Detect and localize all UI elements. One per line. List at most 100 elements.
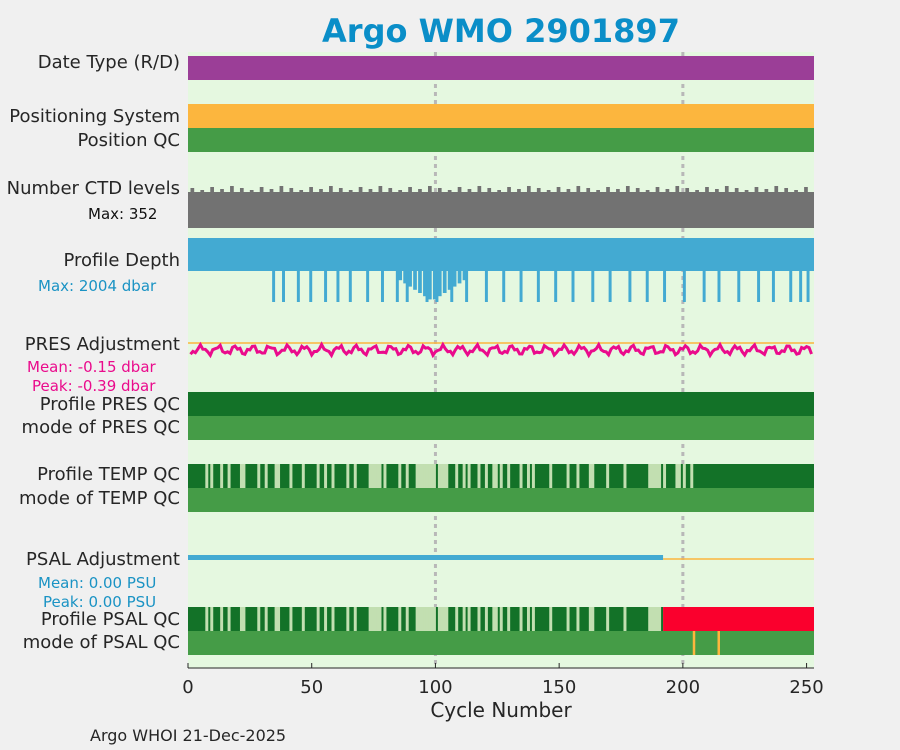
- temp-qc-probable-mark: [455, 464, 459, 488]
- profile-depth-dip: [395, 271, 399, 302]
- temp-qc-probable-mark: [316, 464, 320, 488]
- psal-qc-probable-mark: [383, 607, 387, 631]
- profile-depth-dip: [432, 271, 437, 300]
- ctd-levels-spike: [259, 187, 264, 192]
- ctd-levels-spike: [526, 186, 531, 192]
- x-tick-label: 250: [789, 677, 823, 698]
- ctd-levels-spike: [507, 187, 511, 192]
- row-label-positioning-system: Positioning System: [9, 106, 180, 127]
- psal-qc-probable-mark: [220, 607, 224, 631]
- ctd-levels-spike: [487, 188, 492, 192]
- profile-depth-dip: [425, 271, 429, 302]
- ctd-levels-spike: [794, 190, 798, 192]
- ctd-levels-spike: [457, 187, 462, 192]
- psal-qc-probable-mark: [398, 607, 402, 631]
- profile-depth-dip: [452, 271, 457, 287]
- psal-qc-probable-mark: [425, 607, 429, 631]
- psal-adjustment-mean-text: Mean: 0.00 PSU: [38, 574, 157, 592]
- ctd-levels-spike: [724, 186, 729, 192]
- ctd-levels-spike: [269, 189, 274, 192]
- pres-adjustment-line: [189, 341, 813, 359]
- psal-qc-probable-mark: [588, 607, 592, 631]
- ctd-levels-spike: [596, 190, 600, 192]
- psal-qc-probable-mark: [373, 607, 377, 631]
- ctd-levels-spike: [734, 188, 739, 192]
- temp-qc-probable-mark: [675, 464, 679, 488]
- temp-qc-probable-mark: [289, 464, 293, 488]
- psal-qc-probable-mark: [289, 607, 293, 631]
- temp-qc-probable-mark: [425, 464, 429, 488]
- temp-qc-probable-mark: [494, 464, 498, 488]
- profile-depth-dip: [591, 271, 595, 302]
- profile-depth-dip: [571, 271, 575, 302]
- ctd-levels-spike: [497, 190, 501, 192]
- psal-qc-probable-mark: [437, 607, 441, 631]
- psal-qc-probable-mark: [519, 607, 523, 631]
- psal-qc-probable-mark: [368, 607, 372, 631]
- ctd-levels-spike: [635, 188, 640, 192]
- ctd-levels-spike: [338, 188, 343, 192]
- psal-qc-probable-mark: [331, 607, 335, 631]
- psal-qc-probable-mark: [566, 607, 570, 631]
- x-tick-label: 0: [182, 677, 193, 698]
- ctd-levels-spike: [556, 187, 561, 192]
- psal-qc-probable-mark: [274, 607, 278, 631]
- ctd-levels-spike: [319, 189, 323, 192]
- profile-depth-dip: [465, 271, 469, 302]
- psal-qc-probable-mark: [484, 607, 488, 631]
- temp-qc-probable-mark: [301, 464, 305, 488]
- psal-qc-probable-mark: [653, 607, 657, 631]
- profile-depth-dip: [272, 271, 276, 302]
- profile-depth-dip: [519, 271, 523, 302]
- temp-qc-probable-mark: [242, 464, 246, 488]
- profile-depth-dip: [408, 271, 412, 287]
- ctd-levels-spike: [804, 187, 808, 192]
- profile-depth-dip: [536, 271, 540, 302]
- ctd-levels-spike: [239, 188, 244, 192]
- mode-psal-qc-bar: [188, 631, 814, 655]
- temp-qc-probable-mark: [227, 464, 231, 488]
- temp-qc-probable-mark: [467, 464, 471, 488]
- psal-qc-probable-mark: [420, 607, 424, 631]
- temp-qc-probable-mark: [682, 464, 686, 488]
- psal-qc-probable-mark: [492, 607, 496, 631]
- psal-qc-probable-mark: [316, 607, 320, 631]
- profile-depth-dip: [423, 271, 427, 297]
- ctd-levels-spike: [220, 189, 224, 192]
- ctd-levels-spike: [388, 188, 393, 192]
- psal-qc-probable-mark: [526, 607, 530, 631]
- positioning-system-bar: [188, 104, 814, 128]
- x-axis-label: Cycle Number: [430, 698, 572, 722]
- temp-qc-probable-mark: [484, 464, 488, 488]
- temp-qc-probable-mark: [418, 464, 422, 488]
- profile-depth-dip: [645, 271, 649, 302]
- profile-depth-dip: [296, 271, 300, 302]
- profile-depth-dip: [702, 271, 706, 302]
- psal-qc-probable-mark: [415, 607, 419, 631]
- psal-qc-probable-mark: [210, 607, 214, 631]
- temp-qc-probable-mark: [274, 464, 278, 488]
- psal-qc-probable-mark: [423, 607, 427, 631]
- ctd-levels-spike: [279, 186, 284, 192]
- psal-qc-probable-mark: [531, 607, 535, 631]
- temp-qc-probable-mark: [239, 464, 243, 488]
- plot-background: [188, 52, 814, 668]
- ctd-levels-spike: [695, 190, 699, 192]
- psal-qc-probable-mark: [301, 607, 305, 631]
- ctd-levels-spike: [655, 187, 660, 192]
- ctd-levels-spike: [774, 186, 779, 192]
- ctd-levels-spike: [378, 186, 383, 192]
- temp-qc-probable-mark: [531, 464, 535, 488]
- profile-depth-dip: [484, 271, 488, 302]
- psal-qc-probable-mark: [440, 607, 444, 631]
- ctd-levels-spike: [467, 189, 472, 192]
- temp-qc-probable-mark: [331, 464, 335, 488]
- profile-depth-dip: [418, 271, 422, 293]
- profile-depth-dip: [457, 271, 462, 284]
- ctd-levels-spike: [398, 190, 403, 192]
- ctd-levels-spike: [200, 190, 205, 192]
- temp-qc-probable-mark: [653, 464, 657, 488]
- temp-qc-probable-mark: [353, 464, 357, 488]
- profile-depth-dip: [450, 271, 454, 302]
